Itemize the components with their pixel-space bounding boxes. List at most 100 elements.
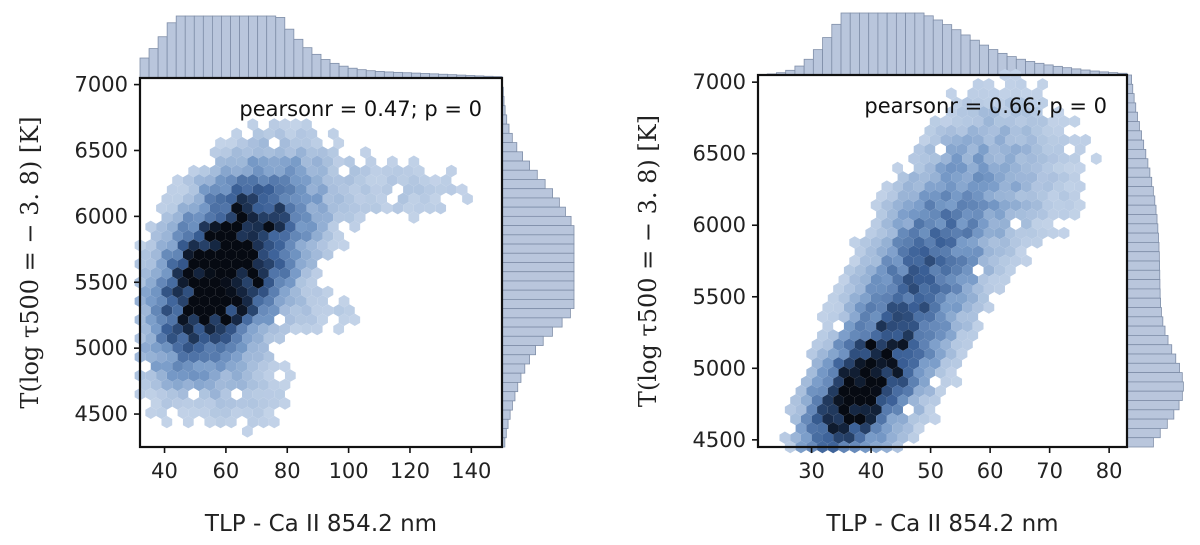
hexbin-cell [172, 322, 183, 336]
hexbin-cell [204, 229, 216, 243]
hexbin-cell [156, 276, 167, 289]
hexbin-cell [1015, 115, 1027, 128]
histogram-bar [840, 12, 851, 76]
hexbin-cell [924, 161, 936, 175]
hexbin-cell [327, 183, 339, 196]
hexbin-cell [913, 347, 925, 361]
hexbin-cell [268, 155, 280, 168]
hexbin-cell [145, 388, 157, 401]
hexbin-cell [929, 152, 941, 165]
hexbin-cell [784, 403, 796, 416]
hexbin-cell [897, 264, 909, 277]
hexbin-cell [983, 171, 995, 184]
histogram-bar [1126, 111, 1138, 122]
hexbin-cell [945, 347, 957, 361]
hexbin-cell [876, 431, 887, 444]
hexbin-cell [1004, 115, 1016, 128]
hexbin-cell [301, 229, 312, 243]
hexbin-cell [177, 239, 189, 252]
hexbin-cell [929, 133, 941, 147]
hexbin-cell [870, 273, 882, 286]
hexbin-cell [199, 164, 210, 178]
hexbin-cell [156, 239, 167, 252]
hexbin-cell [967, 217, 979, 230]
hexbin-cell [988, 106, 1000, 119]
hexbin-cell [956, 161, 968, 175]
hexbin-cell [295, 183, 307, 196]
hexbin-cell [833, 394, 844, 407]
hexbin-cell [172, 229, 183, 243]
hexbin-cell [1069, 115, 1081, 128]
histogram-bar [501, 225, 575, 236]
hexbin-cell [311, 248, 323, 261]
hexbin-cell [354, 211, 366, 224]
histogram-bar [1126, 139, 1145, 150]
hexbin-density-left [134, 118, 473, 438]
hexbin-cell [268, 397, 280, 410]
hexbin-cell [940, 375, 952, 389]
hexbin-cell [1069, 133, 1081, 147]
hexbin-cell [177, 388, 189, 401]
hexbin-cell [408, 174, 420, 187]
hexbin-cell [220, 388, 232, 401]
hexbin-cell [908, 189, 920, 203]
hexbin-cell [247, 378, 259, 392]
hexbin-cell [956, 254, 968, 268]
histogram-bar [877, 12, 888, 76]
hexbin-cell [301, 285, 312, 299]
hexbin-cell [317, 313, 328, 326]
hexbin-cell [161, 192, 173, 206]
hexbin-cell [940, 301, 952, 314]
hexbin-cell [220, 369, 232, 382]
hexbin-cell [172, 211, 183, 224]
hexbin-cell [413, 183, 425, 196]
hexbin-cell [972, 115, 984, 128]
hexbin-cell [1015, 78, 1027, 91]
hexbin-density-right [779, 68, 1102, 454]
hexbin-cell [945, 161, 957, 175]
hexbin-cell [978, 143, 989, 156]
hexbin-cell [978, 254, 989, 268]
hexbin-cell [140, 248, 151, 261]
hexbin-cell [263, 295, 275, 308]
hexbin-cell [150, 341, 162, 354]
hexbin-cell [145, 332, 157, 345]
hexbin-cell [274, 127, 285, 140]
hexbin-cell [1010, 124, 1022, 137]
hexbin-cell [370, 202, 382, 215]
hexbin-cell [908, 431, 920, 444]
hexbin-cell [140, 304, 151, 317]
histogram-bar [356, 69, 367, 79]
histogram-bar [501, 308, 571, 319]
hexbin-cell [919, 208, 930, 221]
hexbin-cell [865, 338, 877, 351]
hexbin-cell [419, 192, 430, 206]
hexbin-cell [322, 304, 334, 317]
hexbin-cell [209, 183, 221, 196]
hexbin-cell [156, 295, 167, 308]
hexbin-cell [290, 174, 302, 187]
hexbin-cell [311, 304, 323, 317]
hexbin-cell [988, 273, 1000, 286]
hexbin-cell [1015, 133, 1027, 147]
hexbin-cell [972, 245, 984, 258]
hexbin-cell [999, 199, 1011, 212]
hexbin-cell [403, 202, 414, 215]
hexbin-cell [182, 397, 194, 410]
hexbin-cell [274, 220, 285, 233]
hexbin-cell [225, 155, 237, 168]
hexbin-cell [161, 267, 173, 280]
hexbin-cell [951, 96, 963, 110]
hexbin-cell [231, 183, 243, 196]
hexbin-cell [247, 360, 259, 373]
hexbin-cell [268, 378, 280, 392]
hexbin-cell [365, 174, 377, 187]
hexbin-cell [301, 211, 312, 224]
hexbin-cell [1031, 180, 1043, 193]
hexbin-cell [204, 174, 216, 187]
histogram-bar [302, 47, 313, 79]
hexbin-cell [978, 180, 989, 193]
hexbin-cell [311, 285, 323, 299]
hexbin-cell [919, 282, 930, 296]
hexbin-cell [279, 248, 291, 261]
